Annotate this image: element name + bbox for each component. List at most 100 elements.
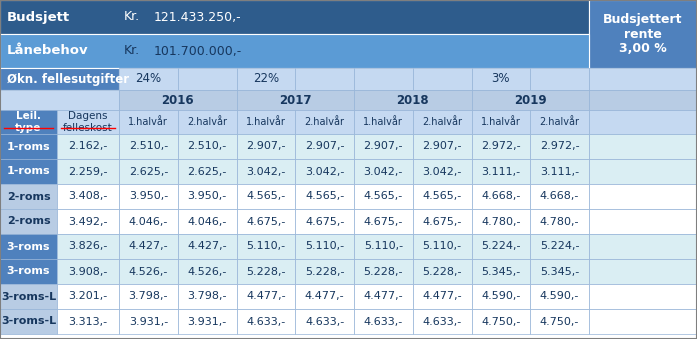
Text: 3.111,-: 3.111,-	[540, 166, 579, 177]
Text: 3.042,-: 3.042,-	[246, 166, 286, 177]
Bar	[471, 134, 530, 159]
Bar	[119, 309, 178, 334]
Bar	[119, 184, 178, 209]
Bar	[296, 134, 354, 159]
Text: 2.halvår: 2.halvår	[305, 117, 344, 127]
Bar	[119, 159, 178, 184]
Bar	[471, 110, 530, 134]
Bar	[471, 159, 530, 184]
Text: 4.633,-: 4.633,-	[422, 317, 461, 326]
Bar	[589, 0, 697, 68]
Bar	[0, 134, 57, 159]
Bar	[178, 209, 236, 234]
Text: 4.477,-: 4.477,-	[422, 292, 462, 301]
Bar	[530, 68, 589, 90]
Bar	[178, 159, 236, 184]
Bar	[178, 134, 236, 159]
Text: 2.907,-: 2.907,-	[422, 141, 462, 152]
Text: 2.510,-: 2.510,-	[187, 141, 227, 152]
Bar	[354, 68, 413, 90]
Bar	[178, 284, 236, 309]
Bar	[530, 134, 589, 159]
Text: 3.042,-: 3.042,-	[422, 166, 462, 177]
Text: 3.492,-: 3.492,-	[68, 217, 108, 226]
Bar	[119, 284, 178, 309]
Bar	[178, 110, 236, 134]
Bar	[589, 309, 697, 334]
Bar	[530, 309, 589, 334]
Text: 3.798,-: 3.798,-	[129, 292, 168, 301]
Text: 2.162,-: 2.162,-	[68, 141, 108, 152]
Bar	[0, 259, 57, 284]
Bar	[236, 134, 296, 159]
Bar	[589, 284, 697, 309]
Bar	[413, 209, 471, 234]
Text: 4.675,-: 4.675,-	[246, 217, 286, 226]
Bar	[354, 159, 413, 184]
Bar	[589, 110, 697, 134]
Bar	[57, 209, 119, 234]
Bar	[413, 284, 471, 309]
Bar	[354, 184, 413, 209]
Bar	[413, 159, 471, 184]
Text: 1.halvår: 1.halvår	[363, 117, 404, 127]
Text: 22%: 22%	[253, 73, 279, 85]
Text: 2019: 2019	[514, 94, 546, 106]
Bar	[0, 209, 57, 234]
Text: 5.345,-: 5.345,-	[481, 266, 521, 277]
Bar	[178, 259, 236, 284]
Bar	[471, 284, 530, 309]
Text: 3.042,-: 3.042,-	[305, 166, 344, 177]
Text: Budsjett: Budsjett	[7, 11, 70, 23]
Bar	[57, 259, 119, 284]
Text: 3.798,-: 3.798,-	[187, 292, 227, 301]
Text: 2.halvår: 2.halvår	[422, 117, 462, 127]
Text: 5.228,-: 5.228,-	[364, 266, 403, 277]
Text: 2.625,-: 2.625,-	[187, 166, 227, 177]
Bar	[413, 134, 471, 159]
Text: 4.750,-: 4.750,-	[540, 317, 579, 326]
Text: 2.halvår: 2.halvår	[539, 117, 580, 127]
Bar	[354, 259, 413, 284]
Text: 2-roms: 2-roms	[7, 192, 50, 201]
Text: Dagens
felleskost: Dagens felleskost	[63, 111, 113, 133]
Text: 3.826,-: 3.826,-	[68, 241, 108, 252]
Bar	[119, 234, 178, 259]
Text: 4.477,-: 4.477,-	[246, 292, 286, 301]
Text: 1.halvår: 1.halvår	[246, 117, 286, 127]
Text: 4.668,-: 4.668,-	[481, 192, 521, 201]
Text: 5.110,-: 5.110,-	[422, 241, 461, 252]
Bar	[296, 309, 354, 334]
Text: 2016: 2016	[162, 94, 194, 106]
Bar	[354, 234, 413, 259]
Bar	[57, 284, 119, 309]
Text: 2.625,-: 2.625,-	[129, 166, 168, 177]
Text: 4.477,-: 4.477,-	[364, 292, 403, 301]
Bar	[236, 234, 296, 259]
Text: 4.633,-: 4.633,-	[364, 317, 403, 326]
Bar	[471, 259, 530, 284]
Bar	[530, 159, 589, 184]
Text: Kr.: Kr.	[124, 44, 140, 58]
Text: 2.907,-: 2.907,-	[305, 141, 344, 152]
Bar	[354, 209, 413, 234]
Text: 3.313,-: 3.313,-	[68, 317, 107, 326]
Text: 3.408,-: 3.408,-	[68, 192, 108, 201]
Text: 5.224,-: 5.224,-	[540, 241, 579, 252]
Bar	[236, 159, 296, 184]
Bar	[589, 159, 697, 184]
Bar	[530, 209, 589, 234]
Text: 1-roms: 1-roms	[7, 141, 50, 152]
Bar	[296, 234, 354, 259]
Text: 4.565,-: 4.565,-	[422, 192, 461, 201]
Bar	[471, 309, 530, 334]
Text: 5.228,-: 5.228,-	[305, 266, 344, 277]
Text: 3.950,-: 3.950,-	[129, 192, 168, 201]
Bar	[471, 234, 530, 259]
Bar	[296, 110, 354, 134]
Bar	[119, 209, 178, 234]
Bar	[0, 309, 57, 334]
Text: 2.907,-: 2.907,-	[246, 141, 286, 152]
Text: 121.433.250,-: 121.433.250,-	[154, 11, 242, 23]
Text: 4.780,-: 4.780,-	[540, 217, 579, 226]
